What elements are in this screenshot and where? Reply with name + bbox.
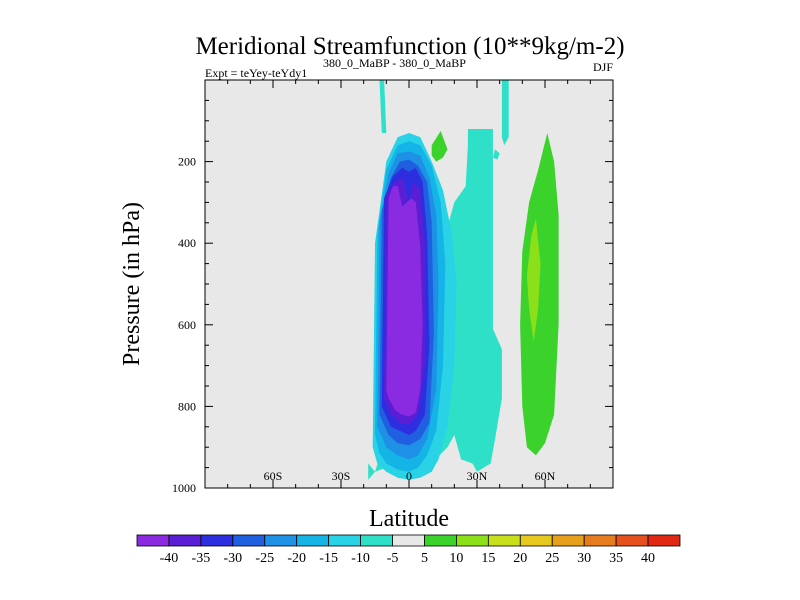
x-tick-label: 30S	[332, 469, 351, 483]
x-tick-label: 30N	[467, 469, 488, 483]
nh-cell-5	[520, 133, 559, 456]
colorbar-swatch	[264, 534, 298, 547]
x-axis: 60S 30S 0 30N 60N	[227, 80, 591, 488]
colorbar-label: -5	[387, 551, 399, 566]
x-tick-label: 60S	[264, 469, 283, 483]
nh-strip-upper	[379, 80, 387, 133]
y-tick-label: 400	[178, 236, 196, 250]
colorbar-label: 35	[609, 551, 623, 566]
experiment-period-label: 380_0_MaBP - 380_0_MaBP	[323, 56, 466, 70]
colorbar-swatch	[232, 534, 266, 547]
colorbar-label: 10	[449, 551, 463, 566]
season-label: DJF	[593, 60, 613, 74]
y-tick-label: 200	[178, 155, 196, 169]
nh-strip-upper-2	[501, 80, 509, 146]
colorbar-swatch	[487, 534, 521, 547]
colorbar-swatch	[136, 534, 170, 547]
colorbar-swatch	[168, 534, 202, 547]
colorbar-swatch	[424, 534, 457, 547]
colorbar-label: -25	[255, 551, 274, 566]
colorbar-label: -20	[287, 551, 306, 566]
sh-cell-40	[386, 186, 423, 417]
colorbar-label: -40	[160, 551, 179, 566]
colorbar-swatch	[392, 534, 425, 547]
nh-cell-10	[526, 218, 541, 342]
small-green-blob	[431, 131, 448, 162]
x-axis-title: Latitude	[369, 506, 449, 532]
colorbar-label: -30	[223, 551, 242, 566]
chart-title: Meridional Streamfunction (10**9kg/m-2)	[195, 33, 624, 60]
colorbar-label: 30	[577, 551, 591, 566]
y-tick-label: 800	[178, 399, 196, 413]
experiment-label: Expt = teYey-teYdy1	[205, 66, 307, 80]
colorbar-swatch	[551, 534, 585, 547]
small-teal-blob	[492, 149, 500, 160]
y-tick-label: 600	[178, 318, 196, 332]
colorbar-label: 20	[513, 551, 527, 566]
colorbar-label: 25	[545, 551, 559, 566]
y-tick-label: 1000	[172, 481, 196, 495]
colorbar-label: 15	[481, 551, 495, 566]
colorbar-label: -15	[319, 551, 338, 566]
colorbar-swatch	[456, 534, 489, 547]
y-axis-title: Pressure (in hPa)	[119, 202, 145, 366]
colorbar: -40 -35 -30 -25 -20 -15 -10 -5 5 10 15 20 25 30 35 40	[136, 534, 681, 566]
contour-fill-layer	[368, 80, 559, 480]
colorbar-swatch	[519, 534, 553, 547]
colorbar-label: 40	[641, 551, 655, 566]
x-tick-label: 0	[406, 469, 412, 483]
colorbar-label: 5	[421, 551, 428, 566]
colorbar-label: -35	[192, 551, 211, 566]
colorbar-swatch	[328, 534, 361, 547]
colorbar-swatch	[296, 534, 330, 547]
colorbar-label: -10	[351, 551, 370, 566]
colorbar-swatch	[647, 534, 681, 547]
colorbar-swatch	[360, 534, 393, 547]
colorbar-swatch	[583, 534, 617, 547]
colorbar-swatch	[615, 534, 649, 547]
colorbar-swatch	[200, 534, 234, 547]
x-tick-label: 60N	[535, 469, 556, 483]
y-axis: 200 400 600 800 1000	[172, 99, 613, 495]
